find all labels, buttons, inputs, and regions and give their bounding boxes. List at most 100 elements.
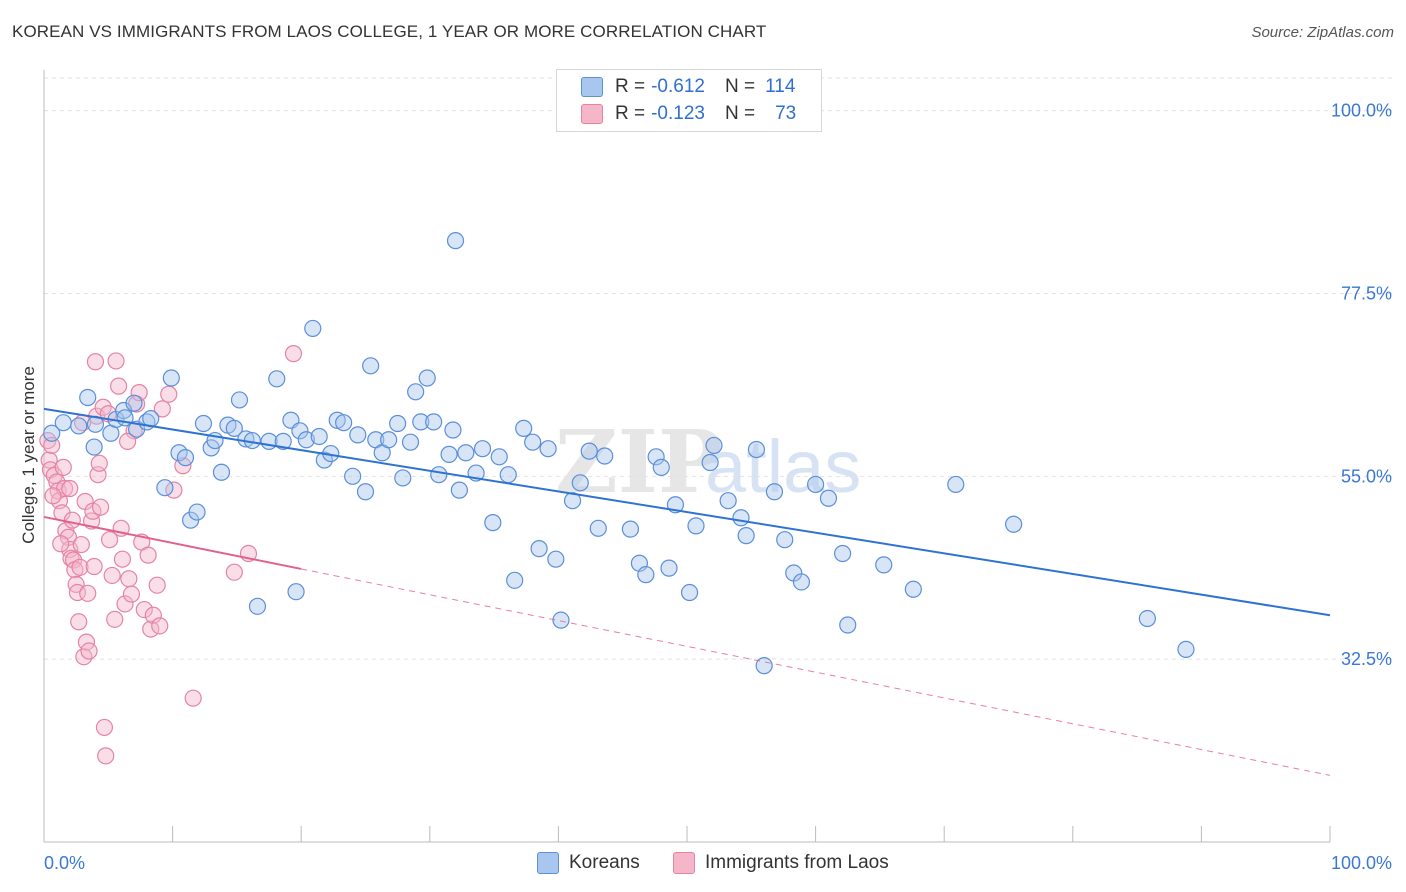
korean-point: [875, 556, 893, 574]
laos-point: [62, 549, 80, 567]
korean-point: [297, 431, 315, 449]
korean-point: [1005, 515, 1023, 533]
korean-point: [310, 427, 328, 446]
laos-point: [135, 600, 153, 619]
laos-point: [109, 377, 128, 395]
korean-point: [212, 463, 231, 481]
korean-point: [389, 414, 407, 433]
laos-point: [86, 353, 105, 371]
korean-point: [571, 474, 589, 492]
laos-point: [107, 352, 125, 370]
axes: [43, 70, 1331, 843]
korean-point: [315, 451, 333, 469]
laos-point: [61, 479, 79, 498]
korean-point: [291, 422, 309, 440]
laos-point: [100, 531, 119, 549]
laos-point: [116, 595, 134, 613]
series-legend-koreans: Koreans: [537, 852, 640, 874]
laos-point: [54, 458, 72, 476]
korean-point: [719, 492, 737, 510]
korean-point: [70, 417, 88, 435]
legend-row-koreans: R = -0.612 N = 114: [581, 74, 795, 100]
korean-point: [156, 479, 174, 497]
korean-point: [344, 467, 362, 485]
korean-point: [43, 424, 61, 442]
laos-trendline: [43, 515, 302, 570]
laos-point: [160, 385, 178, 403]
korean-point: [524, 433, 542, 451]
laos-point: [79, 584, 97, 602]
y-tick-label: 55.0%: [1341, 466, 1392, 486]
korean-point: [1138, 609, 1156, 628]
legend-n-label: N =: [724, 103, 756, 124]
y-tick-labels: 32.5% 55.0% 77.5% 100.0%: [1331, 101, 1392, 670]
laos-point: [151, 617, 169, 635]
legend-swatch-koreans: [581, 77, 603, 97]
korean-point: [188, 503, 206, 521]
y-tick-label: 100.0%: [1331, 101, 1392, 121]
series-legend-label: Immigrants from Laos: [705, 852, 889, 873]
korean-point: [747, 440, 766, 459]
chart-title: KOREAN VS IMMIGRANTS FROM LAOS COLLEGE, …: [12, 22, 767, 41]
legend-r-label: R =: [615, 103, 646, 124]
y-axis-label: College, 1 year or more: [19, 366, 38, 544]
korean-point: [580, 442, 598, 460]
korean-point: [819, 489, 838, 507]
korean-point: [732, 509, 750, 527]
korean-point: [450, 481, 468, 499]
korean-point: [547, 550, 565, 568]
laos-point: [63, 511, 81, 529]
laos-point: [225, 563, 243, 581]
series-legend-laos: Immigrants from Laos: [673, 852, 889, 874]
korean-point: [904, 580, 922, 598]
y-tick-label: 77.5%: [1341, 283, 1392, 303]
korean-point: [680, 583, 699, 602]
korean-point: [335, 414, 353, 432]
laos-point: [84, 502, 102, 520]
korean-point: [737, 527, 755, 545]
x-tick-labels: 0.0% 100.0%: [44, 853, 1392, 873]
laos-point: [97, 747, 115, 765]
korean-point: [701, 453, 719, 472]
korean-point: [1177, 640, 1195, 659]
korean-point: [425, 413, 443, 431]
korean-point: [947, 475, 965, 494]
laos-point: [85, 557, 103, 576]
trendlines: [43, 407, 1331, 776]
laos-point: [120, 570, 138, 588]
korean-point: [637, 566, 655, 584]
korean-point: [473, 440, 492, 458]
laos-point: [43, 436, 61, 455]
korean-point: [660, 559, 678, 577]
korean-point: [539, 440, 557, 458]
legend-row-laos: R = -0.123 N = 73: [581, 101, 796, 127]
laos-point: [106, 610, 124, 628]
korean-point: [506, 571, 524, 589]
series-legend-label: Koreans: [569, 852, 640, 873]
laos-point: [72, 535, 90, 554]
legend-r-label: R =: [615, 76, 646, 97]
korean-point: [248, 597, 267, 615]
korean-point: [755, 657, 773, 675]
korean-point: [530, 540, 548, 558]
laos-point: [130, 384, 148, 402]
korean-point: [79, 388, 97, 407]
korean-point: [85, 438, 103, 456]
korean-point: [380, 431, 398, 449]
korean-point: [705, 436, 723, 455]
legend-n-value: 114: [765, 76, 796, 97]
korean-point: [765, 483, 784, 501]
laos-point: [80, 642, 98, 660]
series-swatch-koreans: [537, 852, 559, 874]
korean-point: [621, 520, 640, 538]
laos-trendline-extension: [301, 568, 1331, 776]
korean-point: [515, 419, 533, 437]
laos-point: [91, 498, 110, 516]
korean-point: [349, 426, 367, 444]
legend-r-value: -0.123: [651, 103, 705, 124]
korean-point: [457, 444, 475, 462]
x-tick-label: 100.0%: [1331, 853, 1392, 873]
korean-point: [356, 483, 375, 501]
korean-point: [412, 413, 430, 431]
laos-point: [284, 345, 303, 363]
